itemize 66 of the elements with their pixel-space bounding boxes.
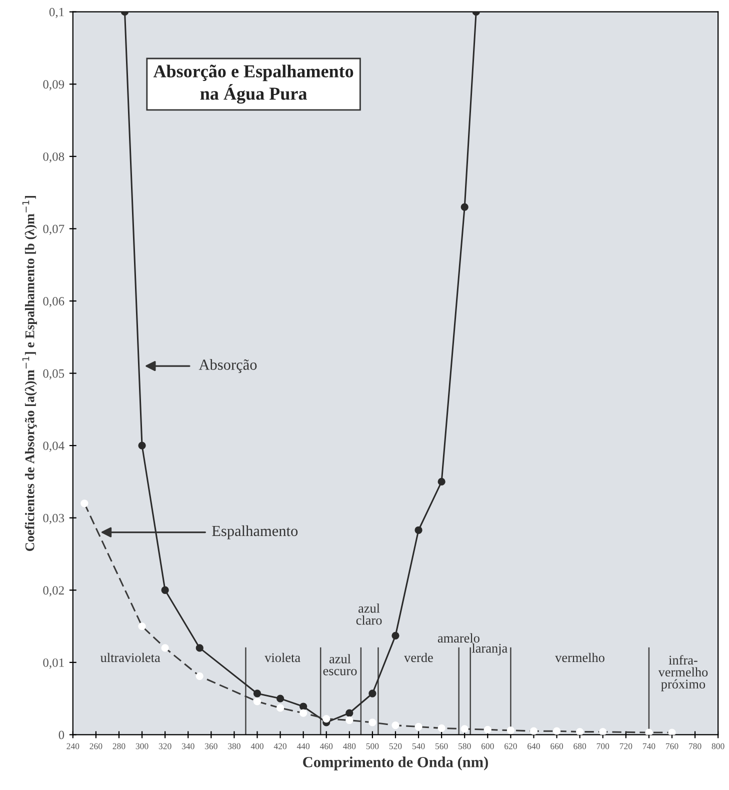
annotation: vermelho: [555, 652, 604, 662]
annotation: azul escuro: [323, 654, 357, 676]
point: [276, 694, 284, 702]
x-tick-label: 780: [689, 743, 702, 750]
y-tick-label: 0,05: [43, 369, 64, 380]
y-tick-label: 0,1: [49, 8, 64, 18]
x-tick-label: 300: [136, 743, 148, 750]
x-tick-label: 360: [205, 743, 218, 750]
y-tick-label: 0,06: [43, 297, 64, 308]
annotation: amarelo: [438, 633, 480, 643]
annotation: azul claro: [356, 603, 382, 625]
point: [253, 690, 262, 698]
y-tick-label: 0,09: [43, 80, 64, 90]
x-tick-label: 560: [436, 743, 448, 750]
point: [138, 442, 146, 450]
y-tick-label: 0,04: [43, 442, 64, 452]
point: [460, 203, 468, 211]
x-tick-label: 240: [66, 743, 80, 750]
x-axis-title: Comprimento de Onda (nm): [303, 756, 488, 770]
x-tick-label: 740: [642, 743, 656, 750]
y-tick-label: 0: [58, 730, 64, 740]
x-tick-label: 660: [550, 743, 564, 750]
x-tick-label: 440: [296, 743, 310, 750]
x-tick-label: 260: [90, 743, 102, 750]
y-tick-label: 0,08: [43, 152, 64, 163]
y-tick-label: 0,01: [43, 658, 64, 669]
y-axis-title: Coeficientes de Absorção [a(λ)m$^{−1}$] e Espalhamento [b (λ)m$^{−1}$]: [22, 196, 37, 552]
x-tick-label: 700: [596, 743, 610, 750]
point: [438, 478, 446, 486]
point: [299, 702, 308, 710]
annotation: ultravioleta: [100, 652, 160, 662]
x-tick-label: 640: [528, 743, 540, 750]
x-tick-label: 380: [228, 743, 240, 750]
y-tick-label: 0,02: [43, 586, 64, 596]
annotation: Absorção: [198, 359, 257, 373]
x-tick-label: 480: [343, 743, 356, 750]
x-tick-label: 760: [666, 743, 678, 750]
point: [368, 690, 376, 698]
x-tick-label: 720: [620, 743, 632, 750]
x-tick-label: 580: [458, 743, 471, 750]
annotation: laranja: [472, 643, 508, 656]
y-tick-label: 0,03: [43, 514, 64, 524]
point: [196, 644, 204, 652]
point: [161, 586, 169, 594]
point: [414, 526, 422, 534]
point: [346, 709, 354, 717]
point: [392, 632, 400, 640]
x-tick-label: 340: [182, 743, 194, 750]
x-tick-label: 320: [158, 743, 172, 750]
x-tick-label: 500: [366, 743, 379, 750]
annotation: infra- vermelho próximo: [658, 655, 708, 692]
annotation: Espalhamento: [212, 525, 298, 540]
x-tick-label: 420: [274, 743, 287, 750]
annotation: verde: [404, 652, 433, 662]
x-tick-label: 520: [389, 743, 402, 750]
x-tick-label: 460: [320, 743, 333, 750]
x-tick-label: 800: [712, 743, 724, 750]
text: Absorção e Espalhamento na Água Pura: [153, 64, 354, 104]
x-tick-label: 620: [504, 743, 517, 750]
x-tick-label: 680: [574, 743, 586, 750]
annotation: violeta: [264, 652, 300, 662]
y-tick-label: 0,07: [43, 224, 64, 235]
x-tick-label: 400: [250, 743, 264, 750]
x-tick-label: 540: [412, 743, 425, 750]
x-tick-label: 280: [112, 743, 126, 750]
x-tick-label: 600: [481, 743, 494, 750]
